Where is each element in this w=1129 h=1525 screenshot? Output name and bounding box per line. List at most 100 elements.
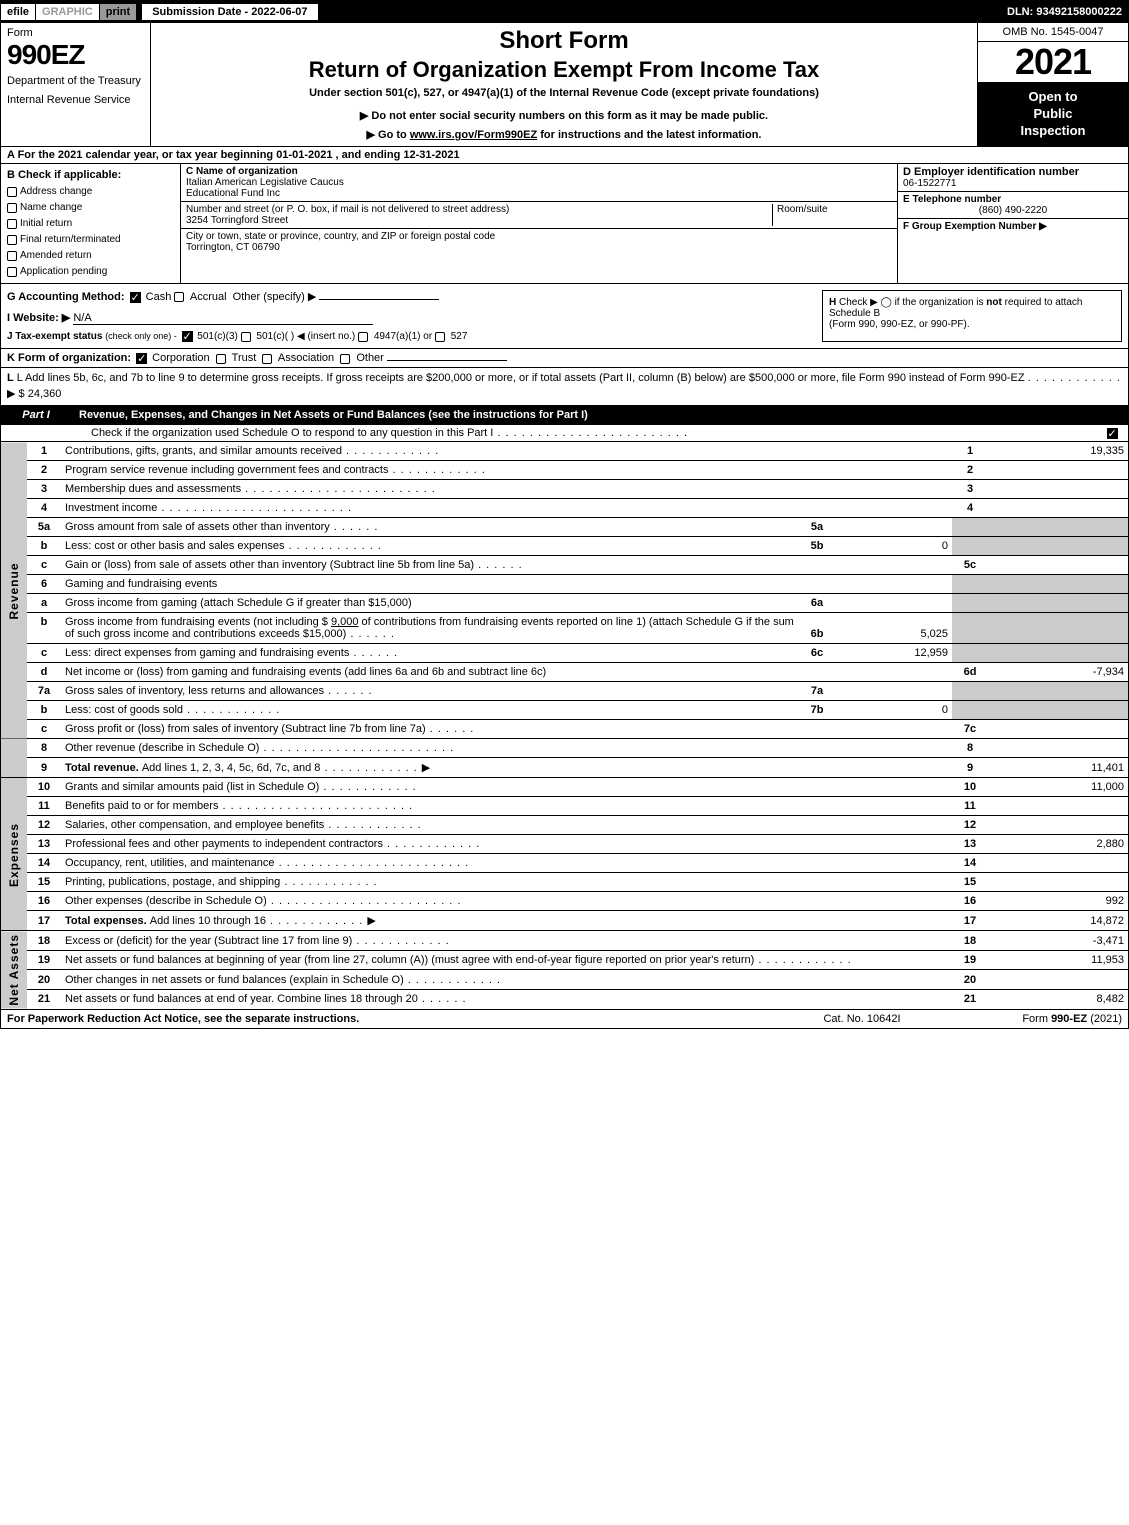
row-g: G Accounting Method: Cash Accrual Other … [7, 290, 816, 303]
dln-label: DLN: 93492158000222 [1007, 6, 1128, 18]
line-18: Net Assets 18 Excess or (deficit) for th… [1, 931, 1128, 951]
line-5b: b Less: cost or other basis and sales ex… [1, 537, 1128, 556]
chk-501c3[interactable] [182, 331, 193, 342]
expenses-vlabel: Expenses [1, 778, 27, 931]
chk-final-return[interactable]: Final return/terminated [7, 232, 174, 248]
header-row: Form 990EZ Department of the Treasury In… [1, 23, 1128, 147]
footer-left: For Paperwork Reduction Act Notice, see … [7, 1013, 762, 1025]
h-not: not [986, 297, 1002, 308]
row-a: A For the 2021 calendar year, or tax yea… [1, 147, 1128, 164]
line-9: 9 Total revenue. Add lines 1, 2, 3, 4, 5… [1, 758, 1128, 778]
line-6d: d Net income or (loss) from gaming and f… [1, 663, 1128, 682]
line-20: 20 Other changes in net assets or fund b… [1, 970, 1128, 990]
line-19: 19 Net assets or fund balances at beginn… [1, 950, 1128, 970]
top-bar: efile GRAPHIC print Submission Date - 20… [1, 1, 1128, 23]
chk-4947[interactable] [358, 332, 368, 342]
j-o4: 527 [451, 331, 468, 342]
chk-pending[interactable]: Application pending [7, 264, 174, 280]
return-title: Return of Organization Exempt From Incom… [161, 57, 967, 83]
line-6a: a Gross income from gaming (attach Sched… [1, 594, 1128, 613]
k-o3: Association [278, 352, 334, 364]
h-text3: (Form 990, 990-EZ, or 990-PF). [829, 319, 970, 330]
part1-header: Part I Revenue, Expenses, and Changes in… [1, 406, 1128, 425]
line-1: Revenue 1 Contributions, gifts, grants, … [1, 442, 1128, 461]
org-label: C Name of organization [186, 166, 892, 177]
line-6c: c Less: direct expenses from gaming and … [1, 644, 1128, 663]
g-other-line[interactable] [319, 299, 439, 300]
room-label: Room/suite [772, 204, 892, 226]
form-number: 990EZ [7, 41, 144, 69]
org-name-1: Italian American Legislative Caucus [186, 177, 892, 188]
city-cell: City or town, state or province, country… [181, 229, 897, 255]
goto-link[interactable]: www.irs.gov/Form990EZ [410, 129, 537, 141]
line-7b: b Less: cost of goods sold 7b 0 [1, 701, 1128, 720]
chk-accrual[interactable] [174, 292, 184, 302]
addr-value: 3254 Torringford Street [186, 215, 772, 226]
h-text1: Check ▶ ◯ if the organization is [839, 297, 986, 308]
addr-label: Number and street (or P. O. box, if mail… [186, 204, 772, 215]
city-value: Torrington, CT 06790 [186, 242, 892, 253]
line-17: 17 Total expenses. Add lines 10 through … [1, 911, 1128, 931]
ein-cell: D Employer identification number 06-1522… [898, 164, 1128, 192]
i-label: I Website: ▶ [7, 312, 70, 324]
chk-assoc[interactable] [262, 354, 272, 364]
tel-value: (860) 490-2220 [903, 205, 1123, 216]
k-o1: Corporation [152, 352, 209, 364]
row-l: L L Add lines 5b, 6c, and 7b to line 9 t… [1, 368, 1128, 406]
chk-initial-return[interactable]: Initial return [7, 216, 174, 232]
graphic-label: GRAPHIC [35, 4, 99, 20]
j-o1: 501(c)(3) [197, 331, 238, 342]
l-amount: 24,360 [28, 388, 62, 400]
g-label: G Accounting Method: [7, 291, 125, 303]
print-button[interactable]: print [99, 3, 137, 21]
k-other-line[interactable] [387, 360, 507, 361]
netassets-vlabel: Net Assets [1, 931, 27, 1010]
dept-irs: Internal Revenue Service [7, 94, 144, 107]
chk-other-org[interactable] [340, 354, 350, 364]
chk-501c[interactable] [241, 332, 251, 342]
lines-table: Revenue 1 Contributions, gifts, grants, … [1, 442, 1128, 1010]
row-i: I Website: ▶ N/A [7, 311, 816, 325]
section-bcd: B Check if applicable: Address change Na… [1, 164, 1128, 285]
group-exemption: F Group Exemption Number ▶ [898, 219, 1128, 234]
part1-sub: Check if the organization used Schedule … [1, 425, 1128, 442]
part1-tab: Part I [1, 406, 71, 424]
line-14: 14 Occupancy, rent, utilities, and maint… [1, 854, 1128, 873]
k-label: K Form of organization: [7, 352, 131, 364]
addr-cell: Number and street (or P. O. box, if mail… [181, 202, 897, 229]
chk-corp[interactable] [136, 353, 147, 364]
header-right: OMB No. 1545-0047 2021 Open to Public In… [978, 23, 1128, 146]
j-o3: 4947(a)(1) or [374, 331, 432, 342]
line-8: 8 Other revenue (describe in Schedule O)… [1, 739, 1128, 758]
grp-label: F Group Exemption Number ▶ [903, 221, 1047, 232]
revenue-vlabel: Revenue [1, 442, 27, 739]
chk-trust[interactable] [216, 354, 226, 364]
line-11: 11 Benefits paid to or for members 11 [1, 797, 1128, 816]
chk-name-change[interactable]: Name change [7, 200, 174, 216]
footer: For Paperwork Reduction Act Notice, see … [1, 1010, 1128, 1028]
row-gh: G Accounting Method: Cash Accrual Other … [1, 284, 1128, 349]
box-d: D Employer identification number 06-1522… [898, 164, 1128, 284]
h-label: H [829, 297, 836, 308]
city-label: City or town, state or province, country… [186, 231, 892, 242]
form-container: efile GRAPHIC print Submission Date - 20… [0, 0, 1129, 1029]
open-line1: Open to [982, 89, 1124, 106]
chk-cash[interactable] [130, 292, 141, 303]
j-sub: (check only one) - [105, 331, 177, 341]
chk-address-change[interactable]: Address change [7, 184, 174, 200]
tax-year: 2021 [978, 42, 1128, 83]
open-public-badge: Open to Public Inspection [978, 83, 1128, 146]
short-form-title: Short Form [161, 27, 967, 55]
line-2: 2 Program service revenue including gove… [1, 461, 1128, 480]
open-line2: Public [982, 106, 1124, 123]
line-5c: c Gain or (loss) from sale of assets oth… [1, 556, 1128, 575]
header-left: Form 990EZ Department of the Treasury In… [1, 23, 151, 146]
line-16: 16 Other expenses (describe in Schedule … [1, 892, 1128, 911]
org-cell: C Name of organization Italian American … [181, 164, 897, 202]
efile-label: efile [1, 4, 35, 20]
goto-post: for instructions and the latest informat… [537, 129, 761, 141]
form-label: Form [7, 27, 144, 39]
chk-amended[interactable]: Amended return [7, 248, 174, 264]
chk-527[interactable] [435, 332, 445, 342]
part1-chk[interactable] [1102, 427, 1122, 439]
